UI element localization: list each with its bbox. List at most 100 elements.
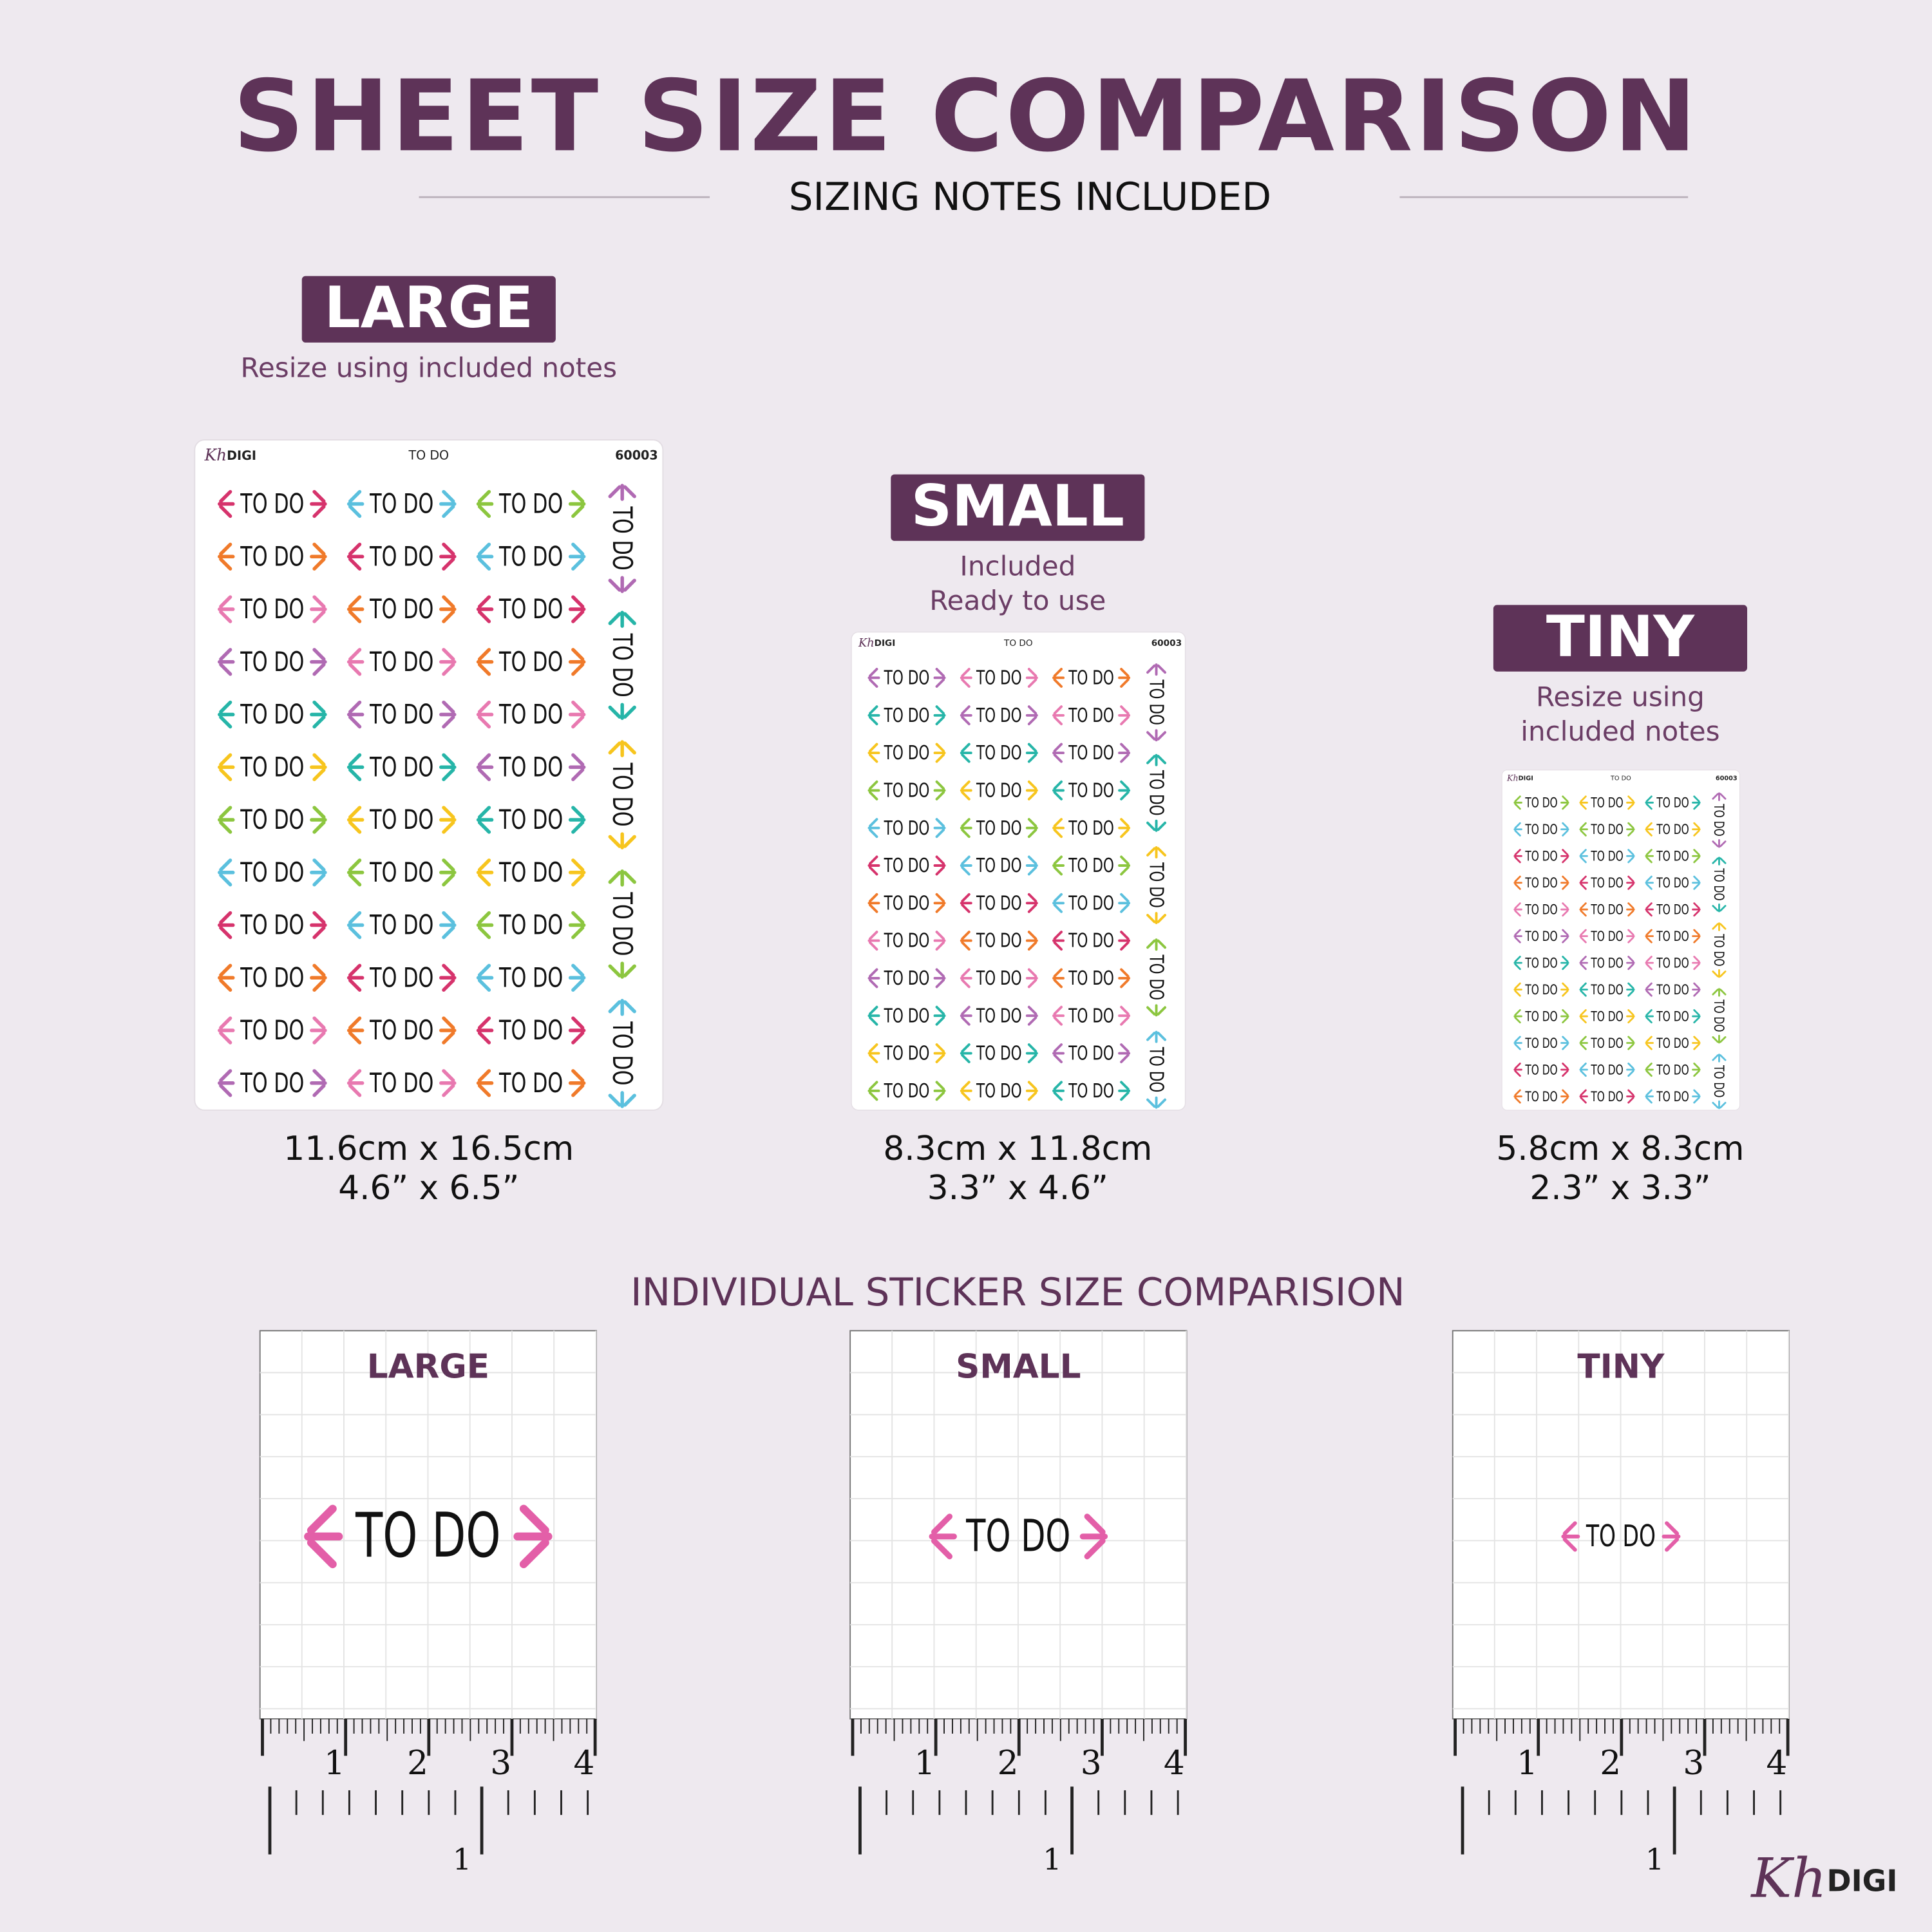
sticker: TO DO xyxy=(346,699,457,730)
sticker-text: TO DO xyxy=(240,909,304,941)
burst xyxy=(310,542,327,571)
sticker: TO DO xyxy=(1052,1043,1131,1065)
burst xyxy=(867,968,880,989)
burst xyxy=(476,1016,494,1045)
sticker: TO DO xyxy=(1579,795,1635,811)
burst xyxy=(867,1043,880,1063)
sticker: TO DO xyxy=(1052,1005,1131,1027)
burst xyxy=(218,700,235,729)
burst xyxy=(1118,968,1131,989)
burst xyxy=(1712,988,1727,997)
burst xyxy=(1626,1062,1635,1077)
size-name: SMALL xyxy=(911,473,1124,539)
sticker: TO DO xyxy=(607,484,638,593)
burst xyxy=(1626,875,1635,890)
brand-script: Kh xyxy=(204,445,227,464)
sticker-text: TO DO xyxy=(976,855,1022,877)
ruler-cm-label: 2 xyxy=(1600,1744,1621,1783)
sticker-text: TO DO xyxy=(369,593,433,625)
burst xyxy=(1626,929,1635,943)
burst xyxy=(960,855,972,876)
sticker: TO DO xyxy=(1052,968,1131,990)
burst xyxy=(1579,875,1588,890)
burst xyxy=(608,832,636,849)
sticker-text: TO DO xyxy=(1144,770,1166,816)
sticker-text: TO DO xyxy=(498,540,563,572)
sticker-text: TO DO xyxy=(1591,1009,1624,1025)
burst xyxy=(439,1069,457,1097)
sticker-text: TO DO xyxy=(1591,956,1624,971)
burst xyxy=(1626,1089,1635,1104)
sticker: TO DO xyxy=(867,893,946,914)
burst xyxy=(1692,875,1701,890)
sheet-label: TO DO xyxy=(1003,638,1033,649)
sticker: TO DO xyxy=(346,593,457,625)
sticker: TO DO xyxy=(1645,795,1701,811)
burst xyxy=(608,484,636,501)
burst xyxy=(1712,922,1727,931)
sticker: TO DO xyxy=(218,961,327,994)
section-title: INDIVIDUAL STICKER SIZE COMPARISION xyxy=(630,1270,1405,1314)
sticker: TO DO xyxy=(1052,705,1131,727)
sticker: TO DO xyxy=(960,893,1038,914)
size-metric: 11.6cm x 16.5cm xyxy=(283,1130,574,1168)
sticker-text: TO DO xyxy=(1710,803,1726,836)
sticker-text: TO DO xyxy=(1524,929,1557,945)
sticker: TO DO xyxy=(1513,956,1569,971)
sheet-code: 60003 xyxy=(1151,638,1182,649)
sticker-text: TO DO xyxy=(498,1014,563,1046)
burst xyxy=(1579,822,1588,837)
sticker: TO DO xyxy=(476,699,586,730)
sticker-text: TO DO xyxy=(1068,817,1114,839)
burst xyxy=(1560,902,1569,917)
sticker: TO DO xyxy=(1513,1089,1569,1105)
burst xyxy=(933,1005,946,1026)
ruler-inch-label: 1 xyxy=(453,1842,471,1877)
sheet-label: TO DO xyxy=(408,448,450,462)
burst xyxy=(960,667,972,688)
burst xyxy=(867,1005,880,1026)
burst xyxy=(1712,969,1727,978)
burst xyxy=(1052,818,1065,838)
burst xyxy=(218,753,235,781)
burst xyxy=(1579,849,1588,864)
sticker: TO DO xyxy=(1645,1062,1701,1078)
burst xyxy=(1645,956,1654,971)
sticker-text: TO DO xyxy=(1710,999,1726,1032)
ruler-cm-label: 2 xyxy=(407,1744,428,1783)
burst xyxy=(608,869,636,887)
sticker: TO DO xyxy=(960,968,1038,990)
sticker-text: TO DO xyxy=(976,968,1022,990)
burst xyxy=(476,595,494,623)
sticker-text: TO DO xyxy=(1068,1005,1114,1027)
burst xyxy=(310,858,327,887)
sticker-text: TO DO xyxy=(369,1014,433,1046)
sticker-text: TO DO xyxy=(976,1005,1022,1027)
sticker-text: TO DO xyxy=(1656,795,1689,811)
burst xyxy=(1645,795,1654,810)
sticker-text: TO DO xyxy=(884,780,930,802)
sticker-text: TO DO xyxy=(1591,1089,1624,1104)
burst xyxy=(310,1016,327,1045)
burst xyxy=(1025,667,1038,688)
burst xyxy=(1025,1081,1038,1101)
sticker: TO DO xyxy=(867,705,946,727)
sticker-text: TO DO xyxy=(1656,956,1689,971)
sticker: TO DO xyxy=(1513,902,1569,918)
sticker-text: TO DO xyxy=(1591,822,1624,838)
sticker-text: TO DO xyxy=(369,1067,433,1099)
sticker-text: TO DO xyxy=(884,667,930,689)
ruler-cm-label: 4 xyxy=(1164,1744,1185,1783)
burst xyxy=(960,818,972,838)
sticker-text: TO DO xyxy=(1524,795,1557,811)
sticker: TO DO xyxy=(1579,822,1635,838)
burst xyxy=(1513,875,1522,890)
burst xyxy=(1579,795,1588,810)
burst xyxy=(1079,1513,1108,1560)
brand: DIGI xyxy=(875,638,896,649)
sticker: TO DO xyxy=(960,1043,1038,1065)
burst xyxy=(1025,743,1038,763)
burst xyxy=(476,806,494,834)
sticker: TO DO xyxy=(218,646,327,677)
